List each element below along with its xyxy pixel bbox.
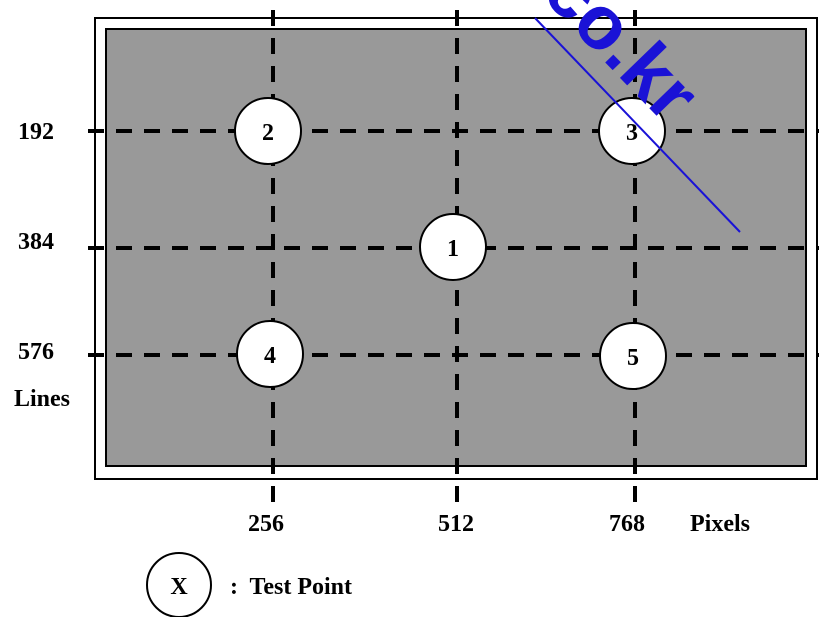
legend: X : Test Point xyxy=(146,552,352,617)
test-point-1: 1 xyxy=(419,213,487,281)
row-label-384: 384 xyxy=(18,229,54,255)
legend-symbol-circle xyxy=(146,552,212,617)
row-label-192: 192 xyxy=(18,119,54,145)
test-point-4-label: 4 xyxy=(264,343,276,369)
axis-label-pixels: Pixels xyxy=(690,511,750,537)
test-point-1-label: 1 xyxy=(447,236,459,262)
axis-label-lines: Lines xyxy=(14,386,70,412)
legend-text: : Test Point xyxy=(230,574,352,600)
col-label-768: 768 xyxy=(609,511,645,537)
col-label-256: 256 xyxy=(248,511,284,537)
test-points: 1 2 3 4 5 xyxy=(234,97,667,390)
watermark-underline xyxy=(534,17,741,233)
legend-symbol-label: X xyxy=(170,574,188,600)
test-point-2: 2 xyxy=(234,97,302,165)
test-point-3-label: 3 xyxy=(626,120,638,146)
test-point-2-label: 2 xyxy=(262,120,274,146)
test-point-4: 4 xyxy=(236,320,304,388)
test-point-3: 3 xyxy=(598,97,666,165)
col-label-512: 512 xyxy=(438,511,474,537)
test-point-5-label: 5 xyxy=(627,345,639,371)
row-label-576: 576 xyxy=(18,339,54,365)
test-point-5: 5 xyxy=(599,322,667,390)
